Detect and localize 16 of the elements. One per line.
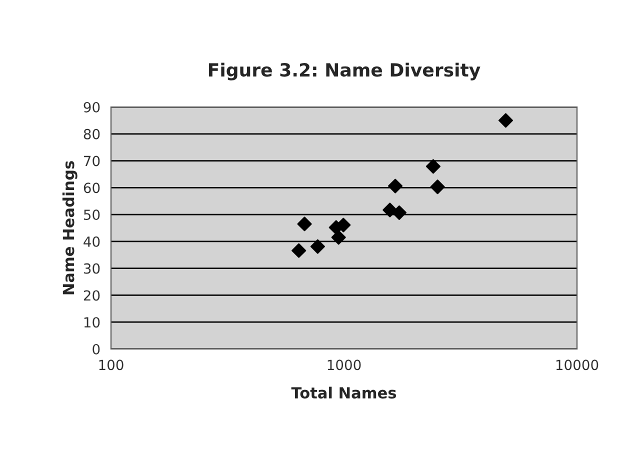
y-tick-label: 60 — [84, 182, 100, 194]
y-tick-label: 30 — [84, 263, 100, 274]
y-axis-title: Name Headings — [62, 161, 78, 294]
chart-title: Figure 3.2: Name Diversity — [209, 62, 480, 80]
y-tick-label: 40 — [84, 236, 100, 247]
x-axis-title: Total Names — [291, 386, 396, 399]
y-tick-label: 80 — [84, 128, 100, 140]
y-tick-label: 70 — [84, 156, 100, 166]
y-tick-label: 0 — [92, 344, 100, 354]
x-tick-label: 100 — [99, 360, 124, 370]
y-tick-label: 50 — [84, 210, 100, 220]
x-tick-label: 1000 — [328, 360, 361, 370]
x-tick-label: 10000 — [556, 360, 598, 370]
y-tick-label: 20 — [84, 290, 100, 301]
y-tick-label: 10 — [84, 317, 100, 328]
y-tick-label: 90 — [84, 102, 100, 112]
